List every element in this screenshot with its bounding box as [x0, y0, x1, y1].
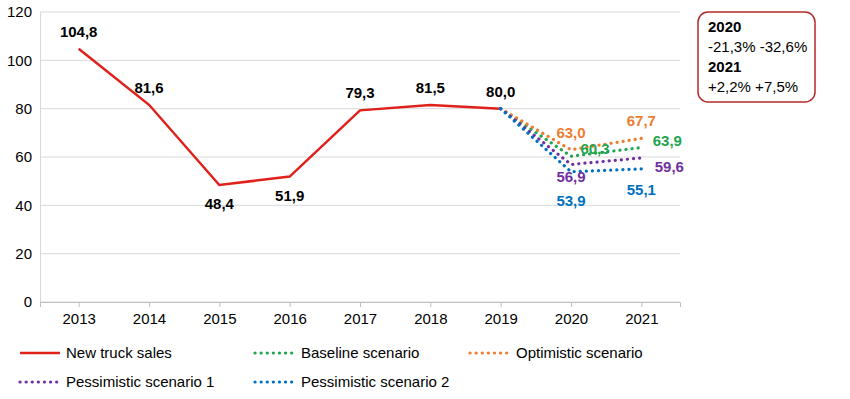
data-label: 104,8 [60, 23, 98, 40]
y-tick-label: 20 [15, 245, 32, 262]
y-tick-label: 0 [24, 293, 32, 310]
legend-item: Optimistic scenario [470, 344, 643, 361]
legend-label: Pessimistic scenario 2 [301, 373, 449, 390]
legend-label: Baseline scenario [301, 344, 419, 361]
legend-item: Pessimistic scenario 2 [255, 373, 449, 390]
x-tick-mark [79, 302, 80, 307]
legend-swatch [20, 380, 60, 383]
x-tick-label: 2018 [414, 310, 447, 327]
data-label: 80,0 [486, 83, 515, 100]
data-label: 48,4 [205, 195, 235, 212]
data-label: 59,6 [655, 158, 684, 175]
y-tick: 20 [15, 245, 40, 262]
data-label: 51,9 [275, 187, 304, 204]
series-line [79, 49, 501, 185]
x-tick-label: 2014 [133, 310, 166, 327]
x-tick: 2013 [62, 302, 95, 327]
x-tick-label: 2016 [273, 310, 306, 327]
y-tick: 120 [7, 3, 40, 20]
legend-item: Pessimistic scenario 1 [20, 373, 214, 390]
legend-item: New truck sales [20, 344, 172, 361]
legend-item: Baseline scenario [255, 344, 419, 361]
x-tick: 2016 [273, 302, 306, 327]
x-tick-mark [641, 302, 642, 307]
data-label: 81,5 [416, 79, 445, 96]
x-tick: 2020 [555, 302, 588, 327]
legend-swatch [20, 352, 60, 355]
legend: New truck sales Baseline scenario Optimist… [20, 344, 643, 390]
y-tick-label: 100 [7, 52, 32, 69]
x-tick-label: 2013 [62, 310, 95, 327]
annotation-text: 2020 [708, 18, 741, 35]
annotation-frame [698, 12, 815, 102]
x-axis: 2013 2014 2015 2016 2017 2018 2019 2020 2021 [41, 302, 681, 327]
series-line [501, 109, 642, 172]
data-label: 63,9 [653, 132, 682, 149]
series-line [501, 109, 642, 157]
x-tick-label: 2019 [484, 310, 517, 327]
legend-label: Optimistic scenario [516, 344, 643, 361]
x-tick: 2014 [133, 302, 166, 327]
legend-swatch [470, 351, 510, 354]
y-tick: 100 [7, 52, 40, 69]
x-tick-mark [360, 302, 361, 307]
y-tick-label: 60 [15, 148, 32, 165]
y-tick-label: 120 [7, 3, 32, 20]
y-axis: 0 20 40 60 80 100 120 [7, 3, 41, 310]
x-tick-mark [219, 302, 220, 307]
grid [40, 12, 680, 302]
y-tick-label: 40 [15, 197, 32, 214]
y-tick: 80 [15, 100, 40, 117]
data-label: 60,3 [580, 140, 609, 157]
x-tick-mark [290, 302, 291, 307]
data-label: 63,0 [556, 124, 585, 141]
y-tick-label: 80 [15, 100, 32, 117]
x-tick-mark [501, 302, 502, 307]
x-tick-mark [430, 302, 431, 307]
x-tick-mark [149, 302, 150, 307]
data-label: 67,7 [627, 112, 656, 129]
legend-swatch [255, 351, 295, 354]
y-tick: 40 [15, 197, 40, 214]
legend-label: Pessimistic scenario 1 [66, 373, 214, 390]
annotation-text: +2,2% +7,5% [708, 78, 798, 95]
grid-line [40, 253, 680, 254]
data-label: 55,1 [627, 181, 656, 198]
series-line [501, 109, 642, 150]
data-label: 56,9 [556, 168, 585, 185]
data-label: 79,3 [345, 84, 374, 101]
data-label: 81,6 [134, 79, 163, 96]
legend-swatch [255, 380, 295, 383]
y-tick: 60 [15, 148, 40, 165]
x-tick-label: 2015 [203, 310, 236, 327]
annotation-box: 2020 -21,3% -32,6% 2021 +2,2% +7,5% [698, 12, 815, 102]
y-tick: 0 [24, 293, 40, 310]
y-axis-line [40, 13, 41, 303]
x-tick: 2021 [625, 302, 658, 327]
x-tick: 2018 [414, 302, 447, 327]
x-tick: 2017 [344, 302, 377, 327]
x-axis-line [41, 303, 681, 308]
grid-line [40, 60, 680, 61]
x-tick: 2015 [203, 302, 236, 327]
x-tick-label: 2020 [555, 310, 588, 327]
x-tick-label: 2017 [344, 310, 377, 327]
annotation-text: -21,3% -32,6% [708, 38, 807, 55]
lines [79, 49, 642, 185]
x-tick-label: 2021 [625, 310, 658, 327]
series-line [501, 109, 642, 165]
legend-label: New truck sales [66, 344, 172, 361]
annotation-text: 2021 [708, 58, 741, 75]
x-tick-mark [571, 302, 572, 307]
data-label: 53,9 [556, 192, 585, 209]
grid-line [40, 12, 680, 13]
chart: 0204060801001202013201420152016201720182… [0, 0, 850, 399]
x-tick: 2019 [484, 302, 517, 327]
grid-line [40, 108, 680, 109]
data-labels: 104,8 81,6 48,4 51,9 79,3 81,5 80,0 60,3 63,9 63,… [60, 23, 684, 212]
